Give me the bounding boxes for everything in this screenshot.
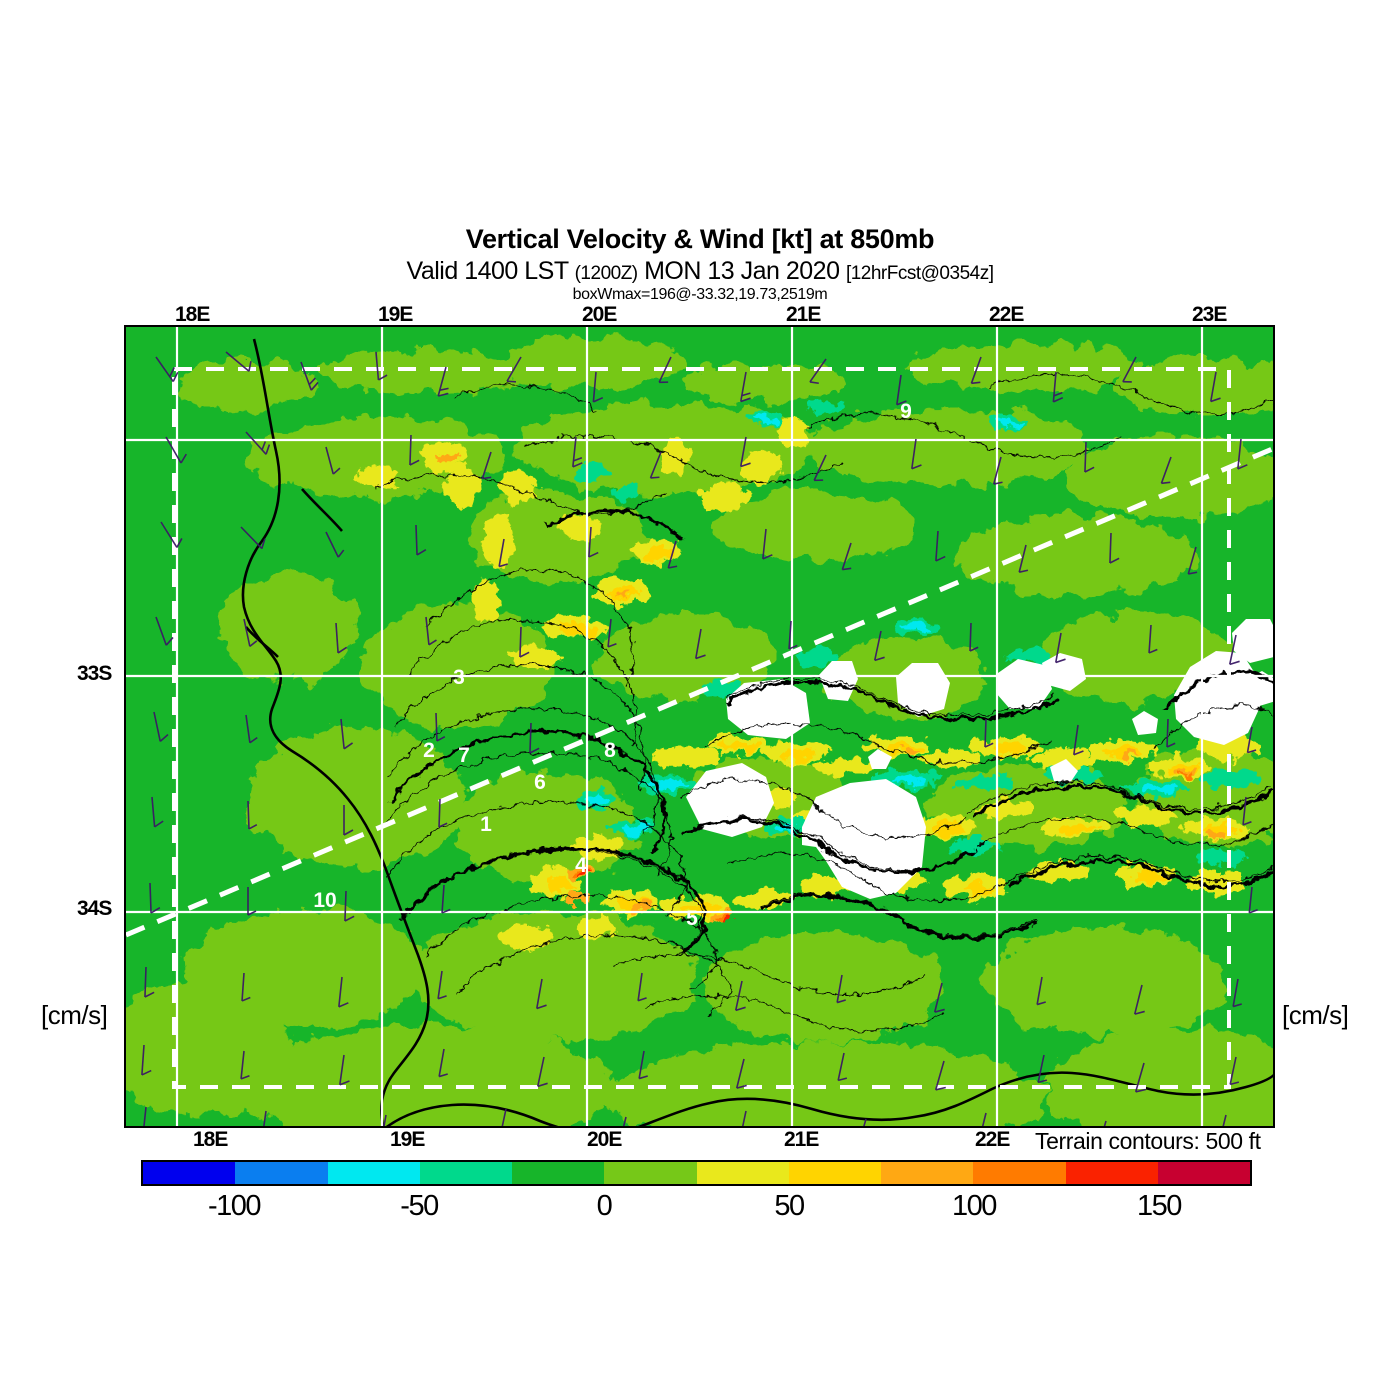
x-tick-bottom-19e: 19E: [390, 1128, 425, 1151]
x-tick-bottom-18e: 18E: [193, 1128, 228, 1151]
colorbar-band-8: [881, 1162, 974, 1184]
site-marker-1: 1: [480, 813, 492, 836]
vertical-velocity-map: 3 2 7 8 6 1 4 5 10 9: [126, 327, 1273, 1126]
x-tick-bottom-22e: 22E: [975, 1128, 1010, 1151]
site-marker-6: 6: [534, 771, 546, 794]
colorbar-band-11: [1157, 1162, 1250, 1184]
x-tick-bottom-21e: 21E: [784, 1128, 819, 1151]
colorbar-band-1: [235, 1162, 328, 1184]
colorbar-tick-150: 150: [1137, 1190, 1182, 1222]
graticule: [126, 327, 1273, 1126]
colorbar-tick--100: -100: [207, 1190, 262, 1222]
subtitle-valid-z: (1200Z): [574, 263, 639, 284]
colorbar-tick-100: 100: [952, 1190, 997, 1222]
page-title: Vertical Velocity & Wind [kt] at 850mb: [465, 224, 935, 254]
inner-domain-box: [172, 367, 1231, 1089]
unit-label-right: [cm/s]: [1282, 1000, 1349, 1030]
colorbar-band-9: [973, 1162, 1066, 1184]
site-marker-7: 7: [458, 744, 470, 767]
cross-section-transect: [126, 445, 1273, 938]
site-marker-5: 5: [686, 907, 698, 930]
x-tick-top-22e: 22E: [989, 303, 1024, 326]
subtitle: Valid 1400 LST (1200Z) MON 13 Jan 2020 […: [0, 256, 1400, 289]
site-marker-10: 10: [313, 889, 336, 912]
subtitle-valid-prefix: Valid 1400 LST: [406, 257, 569, 285]
subtitle-forecast-tag: [12hrFcst@0354z]: [845, 263, 994, 284]
terrain-contour-note: Terrain contours: 500 ft: [1035, 1128, 1261, 1154]
x-tick-top-23e: 23E: [1192, 303, 1227, 326]
colorbar[interactable]: [141, 1160, 1252, 1186]
colorbar-band-0: [143, 1162, 236, 1184]
colorbar-tick-0: 0: [596, 1190, 613, 1222]
site-marker-4: 4: [575, 854, 587, 877]
site-marker-2: 2: [423, 739, 435, 762]
colorbar-band-5: [604, 1162, 697, 1184]
boxwmax-annotation: boxWmax=196@-33.32,19.73,2519m: [572, 286, 828, 303]
x-tick-top-21e: 21E: [786, 303, 821, 326]
y-tick-left-34s: 34S: [77, 897, 112, 920]
site-marker-8: 8: [604, 739, 616, 762]
wind-barb-field: [141, 351, 1258, 1126]
unit-label-left: [cm/s]: [41, 1000, 108, 1030]
site-marker-3: 3: [453, 666, 465, 689]
colorbar-band-7: [788, 1162, 881, 1184]
colorbar-band-4: [512, 1162, 605, 1184]
colorbar-band-6: [696, 1162, 789, 1184]
colorbar-band-10: [1065, 1162, 1158, 1184]
colorbar-tick-labels: -100 -50 0 50 100 150: [0, 1190, 1400, 1230]
colorbar-band-2: [327, 1162, 420, 1184]
x-tick-top-19e: 19E: [378, 303, 413, 326]
x-tick-bottom-20e: 20E: [587, 1128, 622, 1151]
y-tick-left-33s: 33S: [77, 662, 112, 685]
x-tick-top-20e: 20E: [582, 303, 617, 326]
site-marker-9: 9: [900, 400, 912, 423]
site-marker-group: 3 2 7 8 6 1 4 5 10 9: [313, 400, 912, 930]
title-block: Vertical Velocity & Wind [kt] at 850mb V…: [0, 222, 1400, 304]
colorbar-tick--50: -50: [400, 1190, 439, 1222]
map-plot-area[interactable]: 3 2 7 8 6 1 4 5 10 9: [124, 325, 1275, 1128]
subtitle-valid-date: MON 13 Jan 2020: [644, 257, 840, 285]
colorbar-tick-50: 50: [774, 1190, 805, 1222]
colorbar-band-3: [419, 1162, 512, 1184]
x-tick-top-18e: 18E: [175, 303, 210, 326]
